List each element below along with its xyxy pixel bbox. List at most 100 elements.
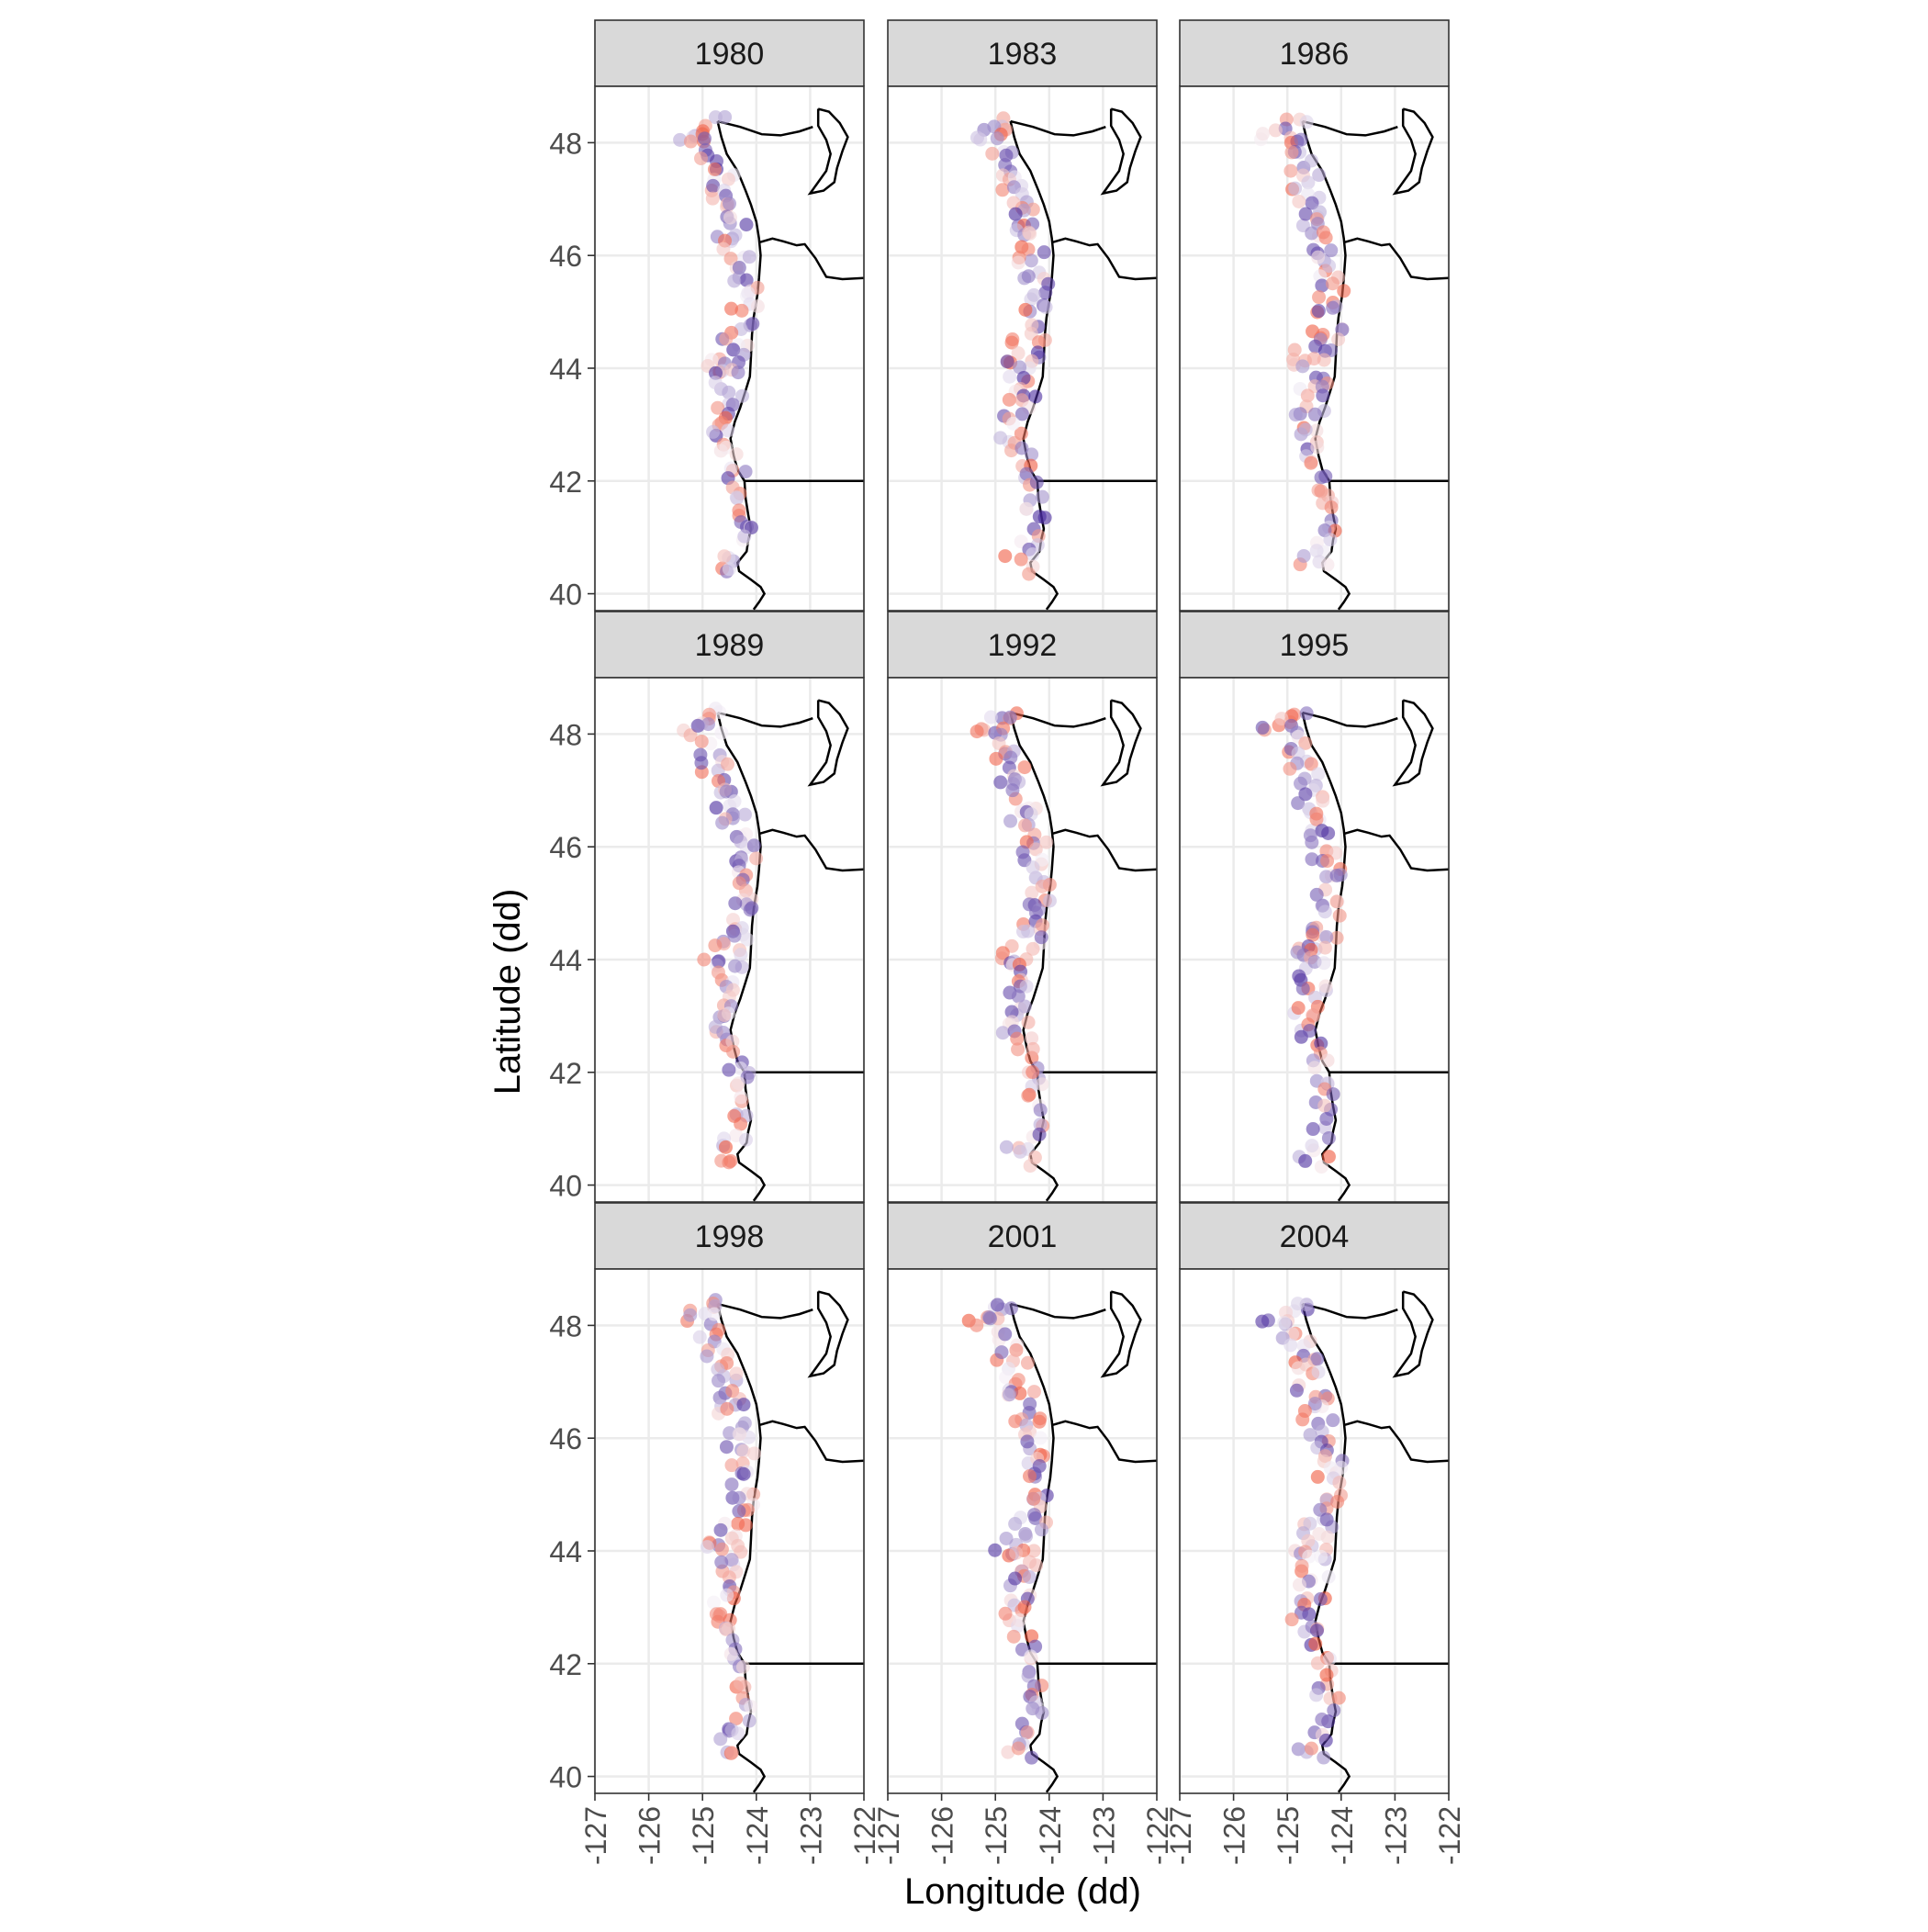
sample-point <box>1324 243 1339 258</box>
sample-point <box>728 959 743 973</box>
sample-point <box>737 529 752 544</box>
x-tick-label: -122 <box>1141 1806 1174 1865</box>
puget-sound-outline <box>807 699 849 787</box>
sample-point <box>1308 1636 1323 1651</box>
facet-strip-label: 2001 <box>988 1219 1058 1254</box>
sample-point <box>729 490 744 505</box>
sample-point <box>1017 1600 1032 1614</box>
state-border <box>1051 1420 1158 1464</box>
y-tick-label: 40 <box>549 1761 582 1794</box>
sample-point <box>988 1543 1003 1557</box>
state-border <box>758 828 865 872</box>
sample-point <box>1326 1087 1340 1102</box>
sample-point <box>1317 956 1331 971</box>
sample-point <box>722 562 736 577</box>
sample-point <box>1309 544 1324 558</box>
sample-point <box>1317 904 1332 919</box>
sample-point <box>1320 854 1335 869</box>
state-border <box>1010 1302 1106 1320</box>
sample-point <box>1303 1428 1317 1443</box>
x-tick-label: -126 <box>1218 1806 1251 1865</box>
x-tick-label: -122 <box>1433 1806 1466 1865</box>
panel-border <box>594 85 865 612</box>
sample-point <box>714 1555 729 1569</box>
sample-point <box>1039 835 1054 849</box>
sample-point <box>1012 1613 1026 1628</box>
sample-point <box>1326 300 1340 315</box>
sample-point <box>970 130 984 145</box>
sample-point <box>712 1374 726 1388</box>
sample-point <box>1329 868 1344 882</box>
sample-point <box>990 1297 1004 1312</box>
sample-point <box>1316 388 1330 403</box>
sample-point <box>993 775 1008 790</box>
sample-point <box>1301 1533 1316 1548</box>
puget-sound-outline <box>1100 699 1142 787</box>
panel-border <box>1179 677 1450 1203</box>
sample-point <box>1019 466 1034 481</box>
sample-point <box>1303 1516 1317 1531</box>
sample-point <box>1324 500 1339 515</box>
sample-point <box>715 815 730 830</box>
sample-point <box>1035 1705 1049 1720</box>
state-border <box>1010 119 1106 137</box>
facet-panel-1995: 1995 <box>1178 611 1451 1203</box>
sample-point <box>1033 1118 1048 1132</box>
sample-point <box>1292 195 1306 209</box>
panel-border <box>887 85 1158 612</box>
sample-point <box>1316 793 1330 808</box>
sample-point <box>1009 1545 1024 1560</box>
sample-point <box>724 1746 739 1760</box>
sample-point <box>1026 1041 1040 1056</box>
sample-point <box>1318 469 1333 484</box>
sample-point <box>1314 1036 1328 1050</box>
sample-point <box>1311 767 1326 781</box>
sample-point <box>1291 1001 1306 1016</box>
sample-point <box>1298 736 1313 750</box>
sample-point <box>1326 1413 1340 1428</box>
sample-point <box>1002 392 1016 407</box>
sample-point <box>1315 1712 1329 1726</box>
sample-point <box>722 1622 736 1636</box>
sample-point <box>1331 1690 1346 1705</box>
x-tick-label: -124 <box>741 1806 774 1865</box>
sample-point <box>1028 389 1043 404</box>
facet-strip-label: 1986 <box>1280 37 1350 72</box>
x-tick-label: -127 <box>872 1806 905 1865</box>
sample-point <box>993 431 1008 445</box>
sample-point <box>1017 760 1032 775</box>
sample-point <box>1331 332 1346 347</box>
panel-border <box>1179 1268 1450 1794</box>
sample-point <box>706 1595 721 1610</box>
sample-point <box>719 1440 734 1455</box>
sample-point <box>735 388 750 403</box>
sample-point <box>1310 440 1325 455</box>
sample-point <box>1304 757 1318 771</box>
sample-point <box>1014 441 1029 455</box>
y-axis-title: Latitude (dd) <box>488 889 528 1095</box>
sample-point <box>717 549 732 564</box>
panel-border <box>1179 85 1450 612</box>
sample-point <box>1005 783 1020 798</box>
sample-point <box>999 1531 1014 1545</box>
sample-point <box>1020 1725 1035 1740</box>
sample-point <box>729 1366 744 1381</box>
sample-point <box>1015 845 1030 859</box>
sample-point <box>734 948 748 962</box>
state-border <box>1051 828 1158 872</box>
facet-strip <box>1179 1202 1450 1270</box>
sample-point <box>701 717 715 732</box>
sample-point <box>723 210 737 225</box>
sample-point <box>729 1712 744 1726</box>
sample-point <box>1026 1065 1040 1080</box>
sample-point <box>1310 1469 1325 1484</box>
sample-point <box>706 424 721 439</box>
sample-point <box>1014 407 1029 421</box>
sample-point <box>1323 533 1338 547</box>
x-tick-label: -123 <box>1087 1806 1120 1865</box>
sample-point <box>707 162 722 176</box>
sample-point <box>721 423 735 438</box>
sample-point <box>1268 123 1283 138</box>
sample-point <box>738 1518 753 1533</box>
sample-point <box>1011 1042 1026 1057</box>
